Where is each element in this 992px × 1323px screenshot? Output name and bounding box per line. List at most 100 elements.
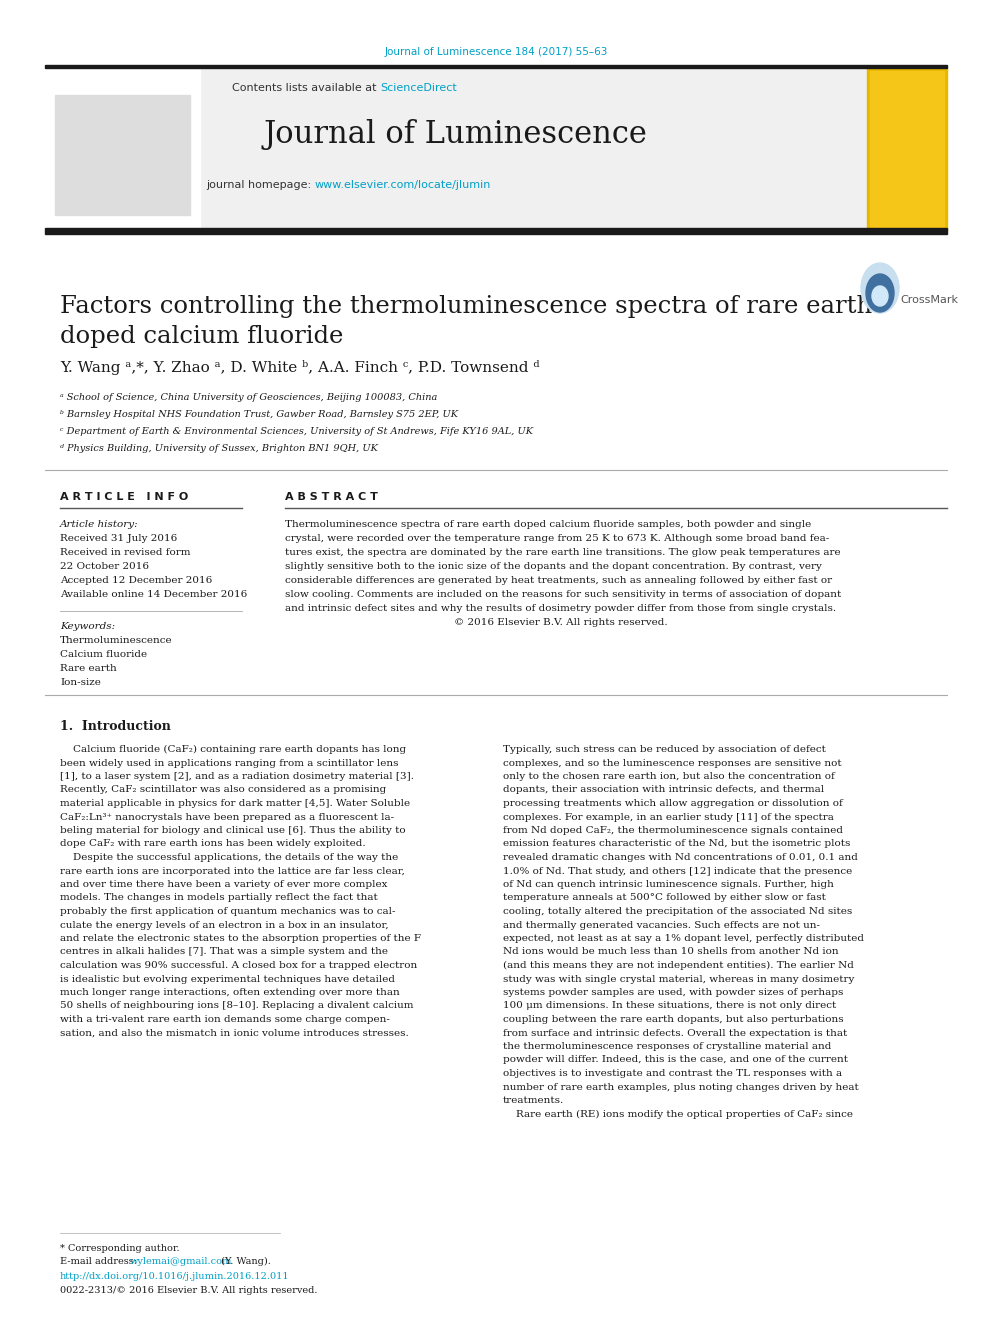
Text: objectives is to investigate and contrast the TL responses with a: objectives is to investigate and contras…: [503, 1069, 842, 1078]
Text: emission features characteristic of the Nd, but the isometric plots: emission features characteristic of the …: [503, 840, 850, 848]
Text: tures exist, the spectra are dominated by the rare earth line transitions. The g: tures exist, the spectra are dominated b…: [285, 548, 840, 557]
Text: Y. Wang ᵃ,*, Y. Zhao ᵃ, D. White ᵇ, A.A. Finch ᶜ, P.D. Townsend ᵈ: Y. Wang ᵃ,*, Y. Zhao ᵃ, D. White ᵇ, A.A.…: [60, 360, 540, 374]
Ellipse shape: [861, 263, 899, 314]
Text: CrossMark: CrossMark: [900, 295, 958, 306]
Text: is idealistic but evolving experimental techniques have detailed: is idealistic but evolving experimental …: [60, 975, 395, 983]
Text: E-mail address:: E-mail address:: [60, 1257, 140, 1266]
Text: Received in revised form: Received in revised form: [60, 548, 190, 557]
Bar: [867, 67, 947, 230]
Text: temperature anneals at 500°C followed by either slow or fast: temperature anneals at 500°C followed by…: [503, 893, 826, 902]
Text: systems powder samples are used, with powder sizes of perhaps: systems powder samples are used, with po…: [503, 988, 843, 998]
Text: Keywords:: Keywords:: [60, 622, 115, 631]
Text: number of rare earth examples, plus noting changes driven by heat: number of rare earth examples, plus noti…: [503, 1082, 859, 1091]
Text: A B S T R A C T: A B S T R A C T: [285, 492, 378, 501]
Text: ᵃ School of Science, China University of Geosciences, Beijing 100083, China: ᵃ School of Science, China University of…: [60, 393, 437, 402]
Text: ᵈ Physics Building, University of Sussex, Brighton BN1 9QH, UK: ᵈ Physics Building, University of Sussex…: [60, 445, 378, 452]
Text: ELSEVIER: ELSEVIER: [81, 143, 163, 157]
Text: rare earth ions are incorporated into the lattice are far less clear,: rare earth ions are incorporated into th…: [60, 867, 405, 876]
Text: slow cooling. Comments are included on the reasons for such sensitivity in terms: slow cooling. Comments are included on t…: [285, 590, 841, 599]
Text: treatments.: treatments.: [503, 1095, 564, 1105]
Text: centres in alkali halides [7]. That was a simple system and the: centres in alkali halides [7]. That was …: [60, 947, 388, 957]
Text: beling material for biology and clinical use [6]. Thus the ability to: beling material for biology and clinical…: [60, 826, 406, 835]
Text: Rare earth: Rare earth: [60, 664, 117, 673]
Text: Calcium fluoride: Calcium fluoride: [60, 650, 147, 659]
Text: Rare earth (RE) ions modify the optical properties of CaF₂ since: Rare earth (RE) ions modify the optical …: [503, 1110, 853, 1119]
Text: Thermoluminescence: Thermoluminescence: [60, 636, 173, 646]
Text: CaF₂:Ln³⁺ nanocrystals have been prepared as a fluorescent la-: CaF₂:Ln³⁺ nanocrystals have been prepare…: [60, 812, 394, 822]
Text: Calcium fluoride (CaF₂) containing rare earth dopants has long: Calcium fluoride (CaF₂) containing rare …: [60, 745, 406, 754]
Text: JOURNAL OF
LUMINESCENCE: JOURNAL OF LUMINESCENCE: [877, 142, 937, 155]
Text: Typically, such stress can be reduced by association of defect: Typically, such stress can be reduced by…: [503, 745, 826, 754]
Text: journal homepage:: journal homepage:: [206, 180, 315, 191]
Text: the thermoluminescence responses of crystalline material and: the thermoluminescence responses of crys…: [503, 1043, 831, 1050]
Bar: [55, 95, 190, 216]
Text: crystal, were recorded over the temperature range from 25 K to 673 K. Although s: crystal, were recorded over the temperat…: [285, 534, 829, 542]
Text: Accepted 12 December 2016: Accepted 12 December 2016: [60, 576, 212, 585]
Text: sation, and also the mismatch in ionic volume introduces stresses.: sation, and also the mismatch in ionic v…: [60, 1028, 409, 1037]
Text: 1.0% of Nd. That study, and others [12] indicate that the presence: 1.0% of Nd. That study, and others [12] …: [503, 867, 852, 876]
Text: ᵇ Barnsley Hospital NHS Foundation Trust, Gawber Road, Barnsley S75 2EP, UK: ᵇ Barnsley Hospital NHS Foundation Trust…: [60, 410, 458, 419]
Text: been widely used in applications ranging from a scintillator lens: been widely used in applications ranging…: [60, 758, 399, 767]
Text: slightly sensitive both to the ionic size of the dopants and the dopant concentr: slightly sensitive both to the ionic siz…: [285, 562, 822, 572]
Text: [1], to a laser system [2], and as a radiation dosimetry material [3].: [1], to a laser system [2], and as a rad…: [60, 773, 414, 781]
Text: 0022-2313/© 2016 Elsevier B.V. All rights reserved.: 0022-2313/© 2016 Elsevier B.V. All right…: [60, 1286, 317, 1295]
Text: much longer range interactions, often extending over more than: much longer range interactions, often ex…: [60, 988, 400, 998]
Text: considerable differences are generated by heat treatments, such as annealing fol: considerable differences are generated b…: [285, 576, 832, 585]
Text: models. The changes in models partially reflect the fact that: models. The changes in models partially …: [60, 893, 378, 902]
Text: revealed dramatic changes with Nd concentrations of 0.01, 0.1 and: revealed dramatic changes with Nd concen…: [503, 853, 858, 863]
Text: complexes. For example, in an earlier study [11] of the spectra: complexes. For example, in an earlier st…: [503, 812, 834, 822]
Text: Article history:: Article history:: [60, 520, 139, 529]
Text: cooling, totally altered the precipitation of the associated Nd sites: cooling, totally altered the precipitati…: [503, 908, 852, 916]
Text: dope CaF₂ with rare earth ions has been widely exploited.: dope CaF₂ with rare earth ions has been …: [60, 840, 366, 848]
Text: expected, not least as at say a 1% dopant level, perfectly distributed: expected, not least as at say a 1% dopan…: [503, 934, 864, 943]
Text: study was with single crystal material, whereas in many dosimetry: study was with single crystal material, …: [503, 975, 854, 983]
Bar: [870, 71, 944, 228]
Ellipse shape: [872, 286, 888, 306]
Text: Factors controlling the thermoluminescence spectra of rare earth
doped calcium f: Factors controlling the thermoluminescen…: [60, 295, 872, 348]
Text: Nd ions would be much less than 10 shells from another Nd ion: Nd ions would be much less than 10 shell…: [503, 947, 838, 957]
Text: http://dx.doi.org/10.1016/j.jlumin.2016.12.011: http://dx.doi.org/10.1016/j.jlumin.2016.…: [60, 1271, 290, 1281]
Text: processing treatments which allow aggregation or dissolution of: processing treatments which allow aggreg…: [503, 799, 843, 808]
Text: Despite the successful applications, the details of the way the: Despite the successful applications, the…: [60, 853, 398, 863]
Text: A R T I C L E   I N F O: A R T I C L E I N F O: [60, 492, 188, 501]
Text: (Y. Wang).: (Y. Wang).: [218, 1257, 271, 1266]
Text: Recently, CaF₂ scintillator was also considered as a promising: Recently, CaF₂ scintillator was also con…: [60, 786, 386, 795]
Text: from surface and intrinsic defects. Overall the expectation is that: from surface and intrinsic defects. Over…: [503, 1028, 847, 1037]
Text: and intrinsic defect sites and why the results of dosimetry powder differ from t: and intrinsic defect sites and why the r…: [285, 605, 836, 613]
Text: only to the chosen rare earth ion, but also the concentration of: only to the chosen rare earth ion, but a…: [503, 773, 834, 781]
Text: (and this means they are not independent entities). The earlier Nd: (and this means they are not independent…: [503, 960, 854, 970]
Text: culate the energy levels of an electron in a box in an insulator,: culate the energy levels of an electron …: [60, 921, 389, 930]
Text: ScienceDirect: ScienceDirect: [380, 83, 456, 93]
Text: 50 shells of neighbouring ions [8–10]. Replacing a divalent calcium: 50 shells of neighbouring ions [8–10]. R…: [60, 1002, 414, 1011]
Text: calculation was 90% successful. A closed box for a trapped electron: calculation was 90% successful. A closed…: [60, 960, 418, 970]
Text: * Corresponding author.: * Corresponding author.: [60, 1244, 180, 1253]
Text: and over time there have been a variety of ever more complex: and over time there have been a variety …: [60, 880, 388, 889]
Bar: [45, 228, 947, 234]
Text: and thermally generated vacancies. Such effects are not un-: and thermally generated vacancies. Such …: [503, 921, 820, 930]
Text: coupling between the rare earth dopants, but also perturbations: coupling between the rare earth dopants,…: [503, 1015, 843, 1024]
Text: and relate the electronic states to the absorption properties of the F: and relate the electronic states to the …: [60, 934, 421, 943]
Text: Ion-size: Ion-size: [60, 677, 101, 687]
Text: Thermoluminescence spectra of rare earth doped calcium fluoride samples, both po: Thermoluminescence spectra of rare earth…: [285, 520, 811, 529]
Text: from Nd doped CaF₂, the thermoluminescence signals contained: from Nd doped CaF₂, the thermoluminescen…: [503, 826, 843, 835]
Text: with a tri-valent rare earth ion demands some charge compen-: with a tri-valent rare earth ion demands…: [60, 1015, 390, 1024]
Text: of Nd can quench intrinsic luminescence signals. Further, high: of Nd can quench intrinsic luminescence …: [503, 880, 834, 889]
Bar: [200, 67, 867, 230]
Text: © 2016 Elsevier B.V. All rights reserved.: © 2016 Elsevier B.V. All rights reserved…: [285, 618, 668, 627]
Text: powder will differ. Indeed, this is the case, and one of the current: powder will differ. Indeed, this is the …: [503, 1056, 848, 1065]
Bar: [45, 67, 200, 230]
Text: material applicable in physics for dark matter [4,5]. Water Soluble: material applicable in physics for dark …: [60, 799, 410, 808]
Text: 100 μm dimensions. In these situations, there is not only direct: 100 μm dimensions. In these situations, …: [503, 1002, 836, 1011]
Text: 22 October 2016: 22 October 2016: [60, 562, 149, 572]
Bar: [45, 65, 947, 67]
Text: dopants, their association with intrinsic defects, and thermal: dopants, their association with intrinsi…: [503, 786, 824, 795]
Ellipse shape: [866, 274, 894, 312]
Text: Contents lists available at: Contents lists available at: [232, 83, 380, 93]
Text: probably the first application of quantum mechanics was to cal-: probably the first application of quantu…: [60, 908, 396, 916]
Text: wylemai@gmail.com: wylemai@gmail.com: [130, 1257, 232, 1266]
Text: ᶜ Department of Earth & Environmental Sciences, University of St Andrews, Fife K: ᶜ Department of Earth & Environmental Sc…: [60, 427, 533, 437]
Text: Received 31 July 2016: Received 31 July 2016: [60, 534, 178, 542]
Text: 1.  Introduction: 1. Introduction: [60, 720, 171, 733]
Text: www.elsevier.com/locate/jlumin: www.elsevier.com/locate/jlumin: [315, 180, 491, 191]
Text: Journal of Luminescence 184 (2017) 55–63: Journal of Luminescence 184 (2017) 55–63: [384, 48, 608, 57]
